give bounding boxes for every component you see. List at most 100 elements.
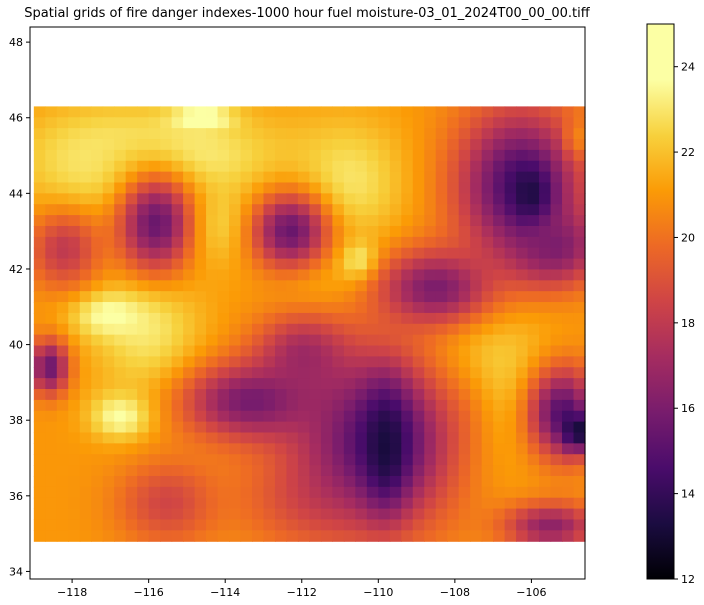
heatmap-cell — [137, 204, 150, 216]
heatmap-cell — [516, 291, 529, 303]
heatmap-cell — [309, 454, 322, 466]
heatmap-cell — [183, 312, 196, 325]
heatmap-cell — [320, 454, 333, 466]
heatmap-cell — [137, 323, 150, 336]
heatmap-cell — [389, 258, 402, 271]
heatmap-cell — [355, 302, 368, 314]
x-tick-label: −108 — [440, 586, 470, 599]
heatmap-cell — [481, 215, 494, 227]
heatmap-cell — [435, 378, 448, 390]
heatmap-cell — [516, 475, 529, 488]
heatmap-cell — [252, 530, 265, 542]
heatmap-cell — [79, 302, 92, 314]
heatmap-cell — [125, 171, 138, 184]
heatmap-cell — [229, 291, 242, 303]
heatmap-cell — [102, 454, 115, 466]
heatmap-cell — [516, 367, 529, 379]
heatmap-cell — [481, 204, 494, 216]
heatmap-cell — [91, 269, 104, 281]
heatmap-cell — [424, 378, 437, 390]
heatmap-cell — [562, 193, 575, 205]
heatmap-cell — [252, 345, 265, 357]
heatmap-cell — [527, 508, 540, 521]
heatmap-cell — [412, 378, 425, 390]
heatmap-cell — [389, 334, 402, 347]
heatmap-cell — [573, 486, 586, 499]
heatmap-cell — [401, 280, 414, 292]
heatmap-cell — [401, 139, 414, 151]
heatmap-cell — [320, 410, 333, 423]
heatmap-cell — [286, 508, 299, 521]
heatmap-cell — [481, 356, 494, 368]
heatmap-cell — [343, 323, 356, 336]
heatmap-cell — [194, 193, 207, 205]
heatmap-cell — [91, 508, 104, 521]
heatmap-cell — [160, 410, 173, 423]
heatmap-cell — [320, 367, 333, 379]
heatmap-cell — [194, 465, 207, 477]
heatmap-cell — [493, 454, 506, 466]
heatmap-cell — [286, 247, 299, 260]
heatmap-cell — [148, 475, 161, 488]
heatmap-cell — [171, 486, 184, 499]
heatmap-cell — [481, 225, 494, 238]
heatmap-cell — [91, 160, 104, 173]
heatmap-cell — [343, 443, 356, 455]
heatmap-cell — [435, 291, 448, 303]
heatmap-cell — [183, 171, 196, 184]
heatmap-cell — [229, 117, 242, 129]
heatmap-cell — [493, 389, 506, 401]
heatmap-cell — [263, 486, 276, 499]
heatmap-cell — [148, 432, 161, 444]
heatmap-cell — [562, 410, 575, 423]
heatmap-cell — [114, 345, 127, 357]
heatmap-cell — [481, 399, 494, 412]
heatmap-cell — [389, 454, 402, 466]
heatmap-cell — [148, 182, 161, 194]
heatmap-cell — [183, 334, 196, 347]
heatmap-cell — [45, 378, 58, 390]
heatmap-cell — [56, 128, 69, 140]
heatmap-cell — [68, 291, 81, 303]
heatmap-cell — [240, 128, 253, 140]
heatmap-cell — [148, 160, 161, 173]
heatmap-cell — [194, 334, 207, 347]
heatmap-cell — [240, 117, 253, 129]
heatmap-cell — [297, 486, 311, 499]
heatmap-cell — [114, 508, 127, 521]
heatmap-cell — [206, 367, 219, 379]
heatmap-cell — [194, 345, 207, 357]
heatmap-cell — [424, 160, 437, 173]
heatmap-cell — [274, 497, 288, 510]
heatmap-cell — [493, 182, 506, 194]
heatmap-cell — [401, 475, 414, 488]
heatmap-cell — [562, 280, 575, 292]
heatmap-cell — [389, 117, 402, 129]
colorbar-tick-label: 18 — [681, 317, 695, 330]
heatmap-cell — [481, 258, 494, 271]
heatmap-cell — [504, 399, 517, 412]
x-tick-label: −106 — [516, 586, 546, 599]
heatmap-cell — [102, 508, 115, 521]
heatmap-cell — [91, 128, 104, 140]
heatmap-cell — [183, 225, 196, 238]
heatmap-cell — [252, 280, 265, 292]
heatmap-cell — [447, 454, 460, 466]
heatmap-cell — [389, 204, 402, 216]
heatmap-cell — [562, 465, 575, 477]
heatmap-cell — [229, 367, 242, 379]
heatmap-cell — [33, 225, 46, 238]
heatmap-cell — [56, 171, 69, 184]
heatmap-cell — [481, 519, 494, 531]
heatmap-cell — [171, 356, 184, 368]
heatmap-cell — [309, 465, 322, 477]
heatmap-cell — [79, 193, 92, 205]
heatmap-cell — [309, 443, 322, 455]
heatmap-cell — [504, 302, 517, 314]
heatmap-cell — [274, 475, 288, 488]
heatmap-cell — [527, 291, 540, 303]
heatmap-cell — [102, 432, 115, 444]
heatmap-cell — [562, 345, 575, 357]
heatmap-cell — [562, 204, 575, 216]
heatmap-cell — [91, 497, 104, 510]
